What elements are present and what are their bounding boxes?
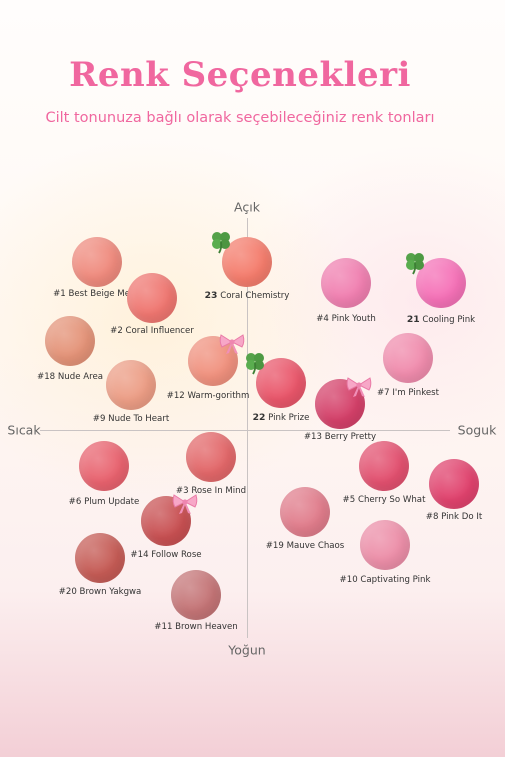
shade-label: #4 Pink Youth (316, 314, 376, 324)
shade-swatch (256, 358, 306, 408)
shade-label: #2 Coral Influencer (110, 326, 194, 336)
shade-label: #14 Follow Rose (130, 550, 201, 560)
shade-label: #8 Pink Do It (426, 512, 482, 522)
shade-label: #18 Nude Area (37, 372, 103, 382)
shade-number: #1 (53, 289, 66, 299)
shade-number: #11 (154, 622, 173, 632)
shade-name: Berry Pretty (322, 432, 377, 442)
shade-name: Brown Yakgwa (76, 587, 142, 597)
shade-number: #7 (376, 388, 390, 398)
shade-label: #11 Brown Heaven (154, 622, 237, 632)
ribbon-icon (171, 492, 199, 516)
shade-name: Mauve Chaos (283, 541, 345, 551)
clover-icon (208, 229, 234, 255)
shade-number: #9 (92, 414, 106, 424)
horizontal-axis (40, 430, 450, 431)
axis-label-top: Açık (234, 199, 260, 215)
shade-swatch (106, 360, 156, 410)
shade-label: #6 Plum Update (69, 497, 140, 507)
axis-label-bottom: Yoğun (228, 642, 266, 658)
shade-name: Best Beige Menu (65, 289, 141, 299)
shade-number: #13 (303, 432, 322, 442)
shade-label: #7 I'm Pinkest (377, 388, 439, 398)
shade-swatch (360, 520, 410, 570)
shade-swatch (72, 237, 122, 287)
shade-swatch (45, 316, 95, 366)
shade-name: Pink Youth (328, 314, 376, 324)
shade-number: #4 (316, 314, 329, 324)
shade-name: Coral Influencer (122, 326, 194, 336)
axis-label-left: Sıcak (7, 422, 41, 438)
shade-name: Brown Heaven (172, 622, 238, 632)
shade-swatch (416, 258, 466, 308)
shade-name: Nude To Heart (105, 414, 170, 424)
shade-number: #8 (425, 512, 439, 522)
shade-number: #5 (342, 495, 356, 505)
ribbon-icon (218, 332, 246, 356)
shade-number: #14 (130, 550, 149, 560)
shade-swatch (188, 336, 238, 386)
shade-name: Nude Area (55, 372, 103, 382)
shade-label: #20 Brown Yakgwa (59, 587, 142, 597)
shade-number: #18 (37, 372, 56, 382)
shade-label: #10 Captivating Pink (340, 575, 431, 585)
page-subtitle: Cilt tonunuza bağlı olarak seçebileceğin… (45, 110, 435, 126)
shade-swatch (75, 533, 125, 583)
shade-swatch (429, 459, 479, 509)
shade-label: #5 Cherry So What (343, 495, 426, 505)
clover-icon (402, 250, 428, 276)
shade-name: Pink Do It (438, 512, 483, 522)
shade-swatch (359, 441, 409, 491)
shade-swatch (127, 273, 177, 323)
clover-icon (242, 350, 268, 376)
shade-label: 23 Coral Chemistry (205, 290, 290, 301)
shade-swatch (141, 496, 191, 546)
shade-name: I'm Pinkest (389, 388, 440, 398)
axis-label-right: Soguk (457, 422, 497, 438)
vertical-axis (247, 218, 248, 638)
shade-name: Coral Chemistry (217, 291, 290, 301)
shade-number: #6 (68, 497, 82, 507)
shade-swatch (321, 258, 371, 308)
shade-label: #3 Rose In Mind (176, 486, 246, 496)
shade-number: #12 (166, 391, 185, 401)
shade-label: 21 Cooling Pink (407, 314, 475, 325)
shade-name: Plum Update (81, 497, 140, 507)
shade-swatch (79, 441, 129, 491)
shade-number: #20 (58, 587, 77, 597)
page-title: Renk Seçenekleri (69, 55, 411, 95)
ribbon-icon (345, 375, 373, 399)
shade-label: #13 Berry Pretty (304, 432, 376, 442)
shade-name: Warm-gorithm (184, 391, 250, 401)
shade-name: Rose In Mind (188, 486, 247, 496)
shade-label: #1 Best Beige Menu (53, 289, 141, 299)
shade-swatch (186, 432, 236, 482)
shade-label: #12 Warm-gorithm (167, 391, 250, 401)
shade-number: #10 (339, 575, 358, 585)
shade-swatch (171, 570, 221, 620)
shade-label: 22 Pink Prize (253, 412, 310, 423)
shade-label: #9 Nude To Heart (93, 414, 169, 424)
shade-number: 21 (406, 314, 420, 325)
shade-name: Captivating Pink (357, 575, 431, 585)
shade-number: #19 (265, 541, 284, 551)
shade-name: Cherry So What (355, 495, 426, 505)
shade-swatch (383, 333, 433, 383)
shade-name: Pink Prize (265, 413, 310, 423)
shade-number: 23 (204, 290, 218, 301)
shade-swatch (315, 379, 365, 429)
shade-name: Cooling Pink (419, 315, 476, 325)
shade-swatch (222, 237, 272, 287)
shade-number: 22 (252, 412, 266, 423)
shade-swatch (280, 487, 330, 537)
shade-label: #19 Mauve Chaos (266, 541, 345, 551)
shade-number: #3 (175, 486, 189, 496)
shade-number: #2 (110, 326, 123, 336)
shade-name: Follow Rose (148, 550, 202, 560)
